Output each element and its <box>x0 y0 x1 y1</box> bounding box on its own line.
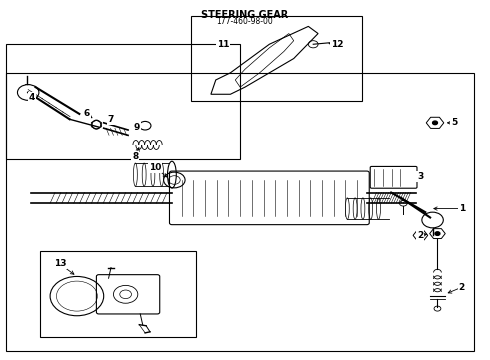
Text: 3: 3 <box>417 172 423 181</box>
Text: 2: 2 <box>459 283 465 292</box>
Circle shape <box>418 234 423 237</box>
Text: 8: 8 <box>132 152 139 161</box>
Text: 4: 4 <box>29 93 35 102</box>
Text: 10: 10 <box>149 163 162 172</box>
Text: 2: 2 <box>417 231 423 240</box>
Circle shape <box>433 121 438 125</box>
Text: 7: 7 <box>108 115 114 124</box>
Text: 177-460-98-00: 177-460-98-00 <box>217 18 273 27</box>
Text: 1: 1 <box>459 204 465 213</box>
Bar <box>6 73 474 351</box>
Text: 12: 12 <box>331 40 344 49</box>
Text: 5: 5 <box>451 118 458 127</box>
Bar <box>192 16 362 102</box>
Text: 13: 13 <box>53 260 66 269</box>
Text: 6: 6 <box>83 109 90 118</box>
Circle shape <box>435 232 440 235</box>
Text: 11: 11 <box>217 40 229 49</box>
Bar <box>6 44 240 158</box>
Text: STEERING GEAR: STEERING GEAR <box>201 10 289 20</box>
Text: 9: 9 <box>134 123 140 132</box>
Bar <box>40 251 196 337</box>
